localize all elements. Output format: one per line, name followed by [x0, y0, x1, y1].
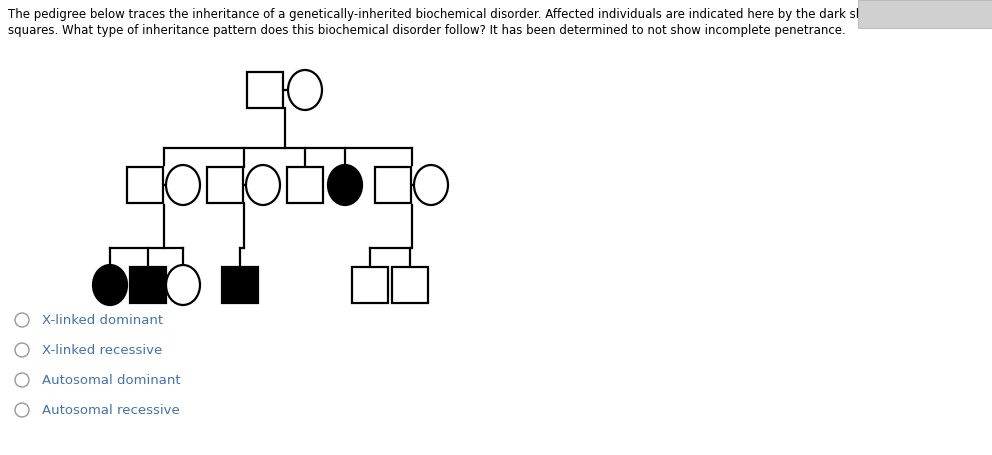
Text: X-linked dominant: X-linked dominant — [42, 313, 163, 327]
Text: squares. What type of inheritance pattern does this biochemical disorder follow?: squares. What type of inheritance patter… — [8, 24, 846, 37]
Bar — [352, 267, 388, 303]
Text: Autosomal dominant: Autosomal dominant — [42, 374, 181, 386]
Text: X-linked recessive: X-linked recessive — [42, 344, 163, 357]
Bar — [130, 267, 166, 303]
Bar — [127, 167, 163, 203]
Bar — [858, 0, 992, 28]
Ellipse shape — [288, 70, 322, 110]
Ellipse shape — [166, 165, 200, 205]
Bar — [207, 167, 243, 203]
Circle shape — [15, 313, 29, 327]
Bar — [375, 167, 411, 203]
Ellipse shape — [93, 265, 127, 305]
Circle shape — [15, 373, 29, 387]
Text: Autosomal recessive: Autosomal recessive — [42, 404, 180, 416]
Circle shape — [15, 403, 29, 417]
Ellipse shape — [166, 265, 200, 305]
Ellipse shape — [414, 165, 448, 205]
Text: The pedigree below traces the inheritance of a genetically-inherited biochemical: The pedigree below traces the inheritanc… — [8, 8, 960, 21]
Bar — [247, 72, 283, 108]
Bar — [287, 167, 323, 203]
Circle shape — [15, 343, 29, 357]
Ellipse shape — [246, 165, 280, 205]
Ellipse shape — [328, 165, 362, 205]
Text: SAVE ANSWER: SAVE ANSWER — [886, 9, 964, 19]
Bar — [222, 267, 258, 303]
Bar — [392, 267, 428, 303]
